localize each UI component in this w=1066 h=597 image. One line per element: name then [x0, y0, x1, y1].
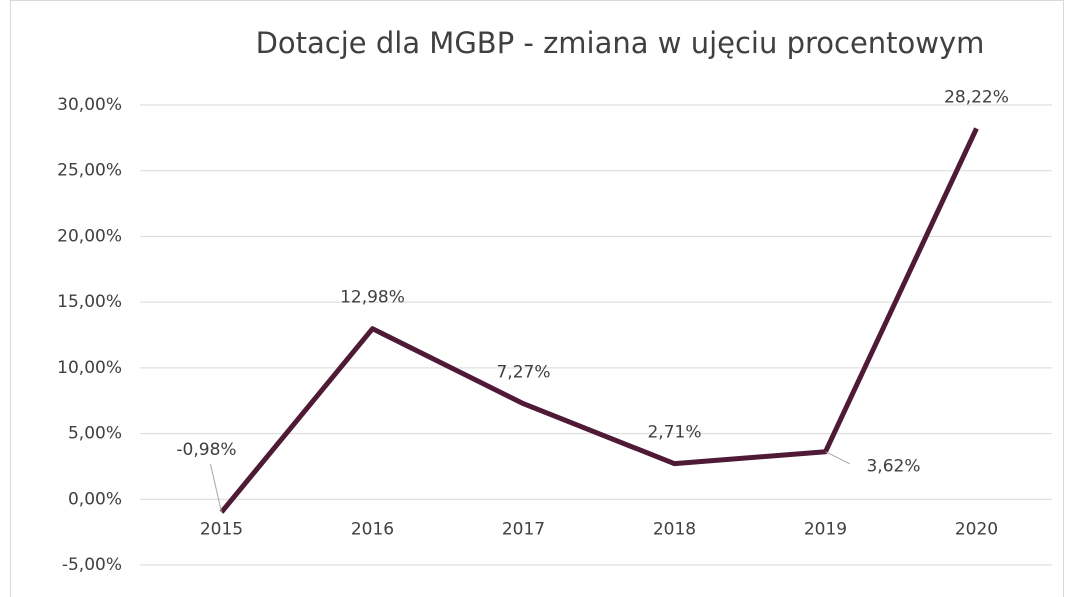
chart-frame [10, 0, 1064, 597]
x-tick-label: 2018 [653, 519, 696, 539]
leader-line [825, 451, 850, 465]
x-tick-label: 2016 [351, 519, 394, 539]
leader-line [210, 464, 222, 513]
data-label: 7,27% [496, 363, 550, 383]
data-label: -0,98% [176, 440, 236, 460]
data-label: 12,98% [340, 288, 405, 308]
data-label: 28,22% [944, 87, 1009, 107]
x-tick-label: 2020 [955, 519, 998, 539]
y-tick-label: 5,00% [68, 424, 122, 444]
y-tick-label: 10,00% [57, 358, 122, 378]
data-label: 3,62% [866, 457, 920, 477]
x-tick-label: 2017 [502, 519, 545, 539]
data-label: 2,71% [647, 423, 701, 443]
y-tick-label: -5,00% [62, 555, 122, 575]
y-tick-label: 0,00% [68, 489, 122, 509]
y-tick-label: 30,00% [57, 95, 122, 115]
x-tick-label: 2019 [804, 519, 847, 539]
y-tick-label: 25,00% [57, 161, 122, 181]
y-tick-label: 20,00% [57, 226, 122, 246]
chart-title: Dotacje dla MGBP - zmiana w ujęciu proce… [256, 26, 985, 60]
data-line [219, 127, 979, 514]
y-tick-label: 15,00% [57, 292, 122, 312]
x-tick-label: 2015 [200, 519, 243, 539]
